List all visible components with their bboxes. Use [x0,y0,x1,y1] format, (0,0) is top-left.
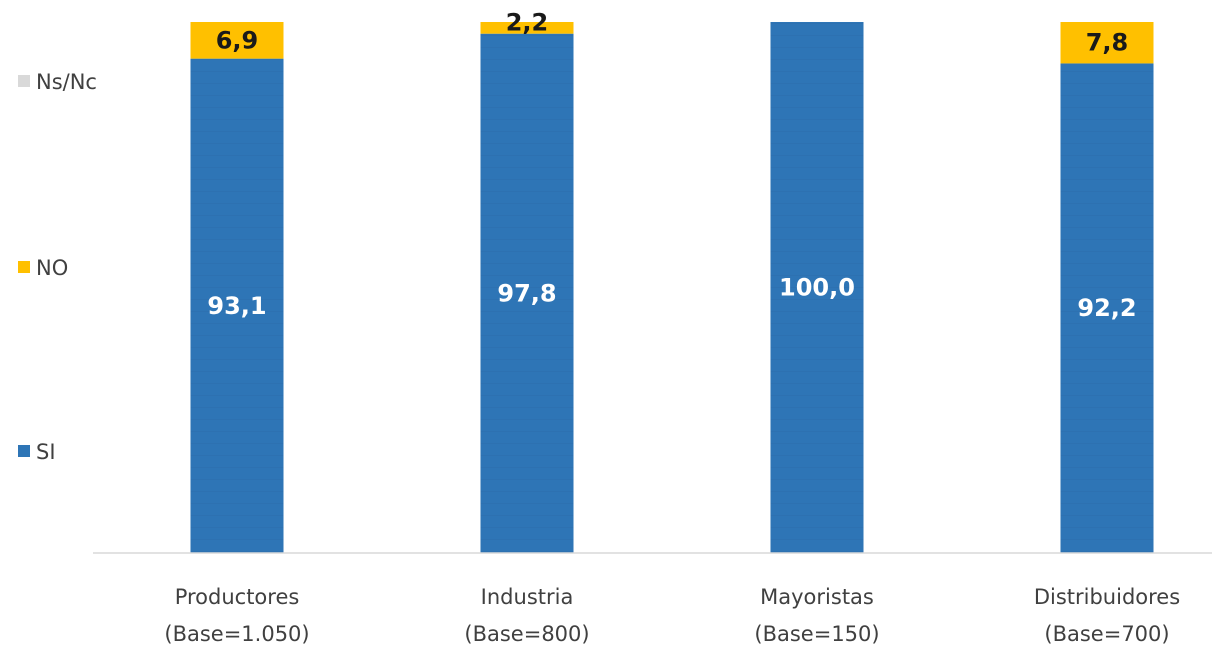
legend-label-no: NO [36,256,68,280]
legend-item-ns-nc: Ns/Nc [18,70,97,94]
bar-no-1 [190,22,284,59]
data-label-no-4: 7,8 [1086,29,1129,57]
legend-swatch-no [18,261,30,273]
legend-label-si: SI [36,440,56,464]
bar-texture-1 [190,58,284,553]
category-label-3-line-2: (Base=150) [754,622,879,645]
data-label-si-2: 97,8 [497,279,556,307]
data-label-si-4: 92,2 [1077,294,1136,322]
category-labels: Productores (Base=1.050) Industria (Base=80… [164,585,1180,646]
legend-swatch-si [18,445,30,457]
legend-item-no: NO [18,256,68,280]
data-label-si-1: 93,1 [207,292,266,320]
data-label-no-2: 2,2 [506,9,549,37]
bar-no-2 [480,22,574,34]
category-label-2-line-2: (Base=800) [464,622,589,645]
bars: 93,1 6,9 97,8 2,2 100,0 92,2 7,8 [190,9,1154,553]
legend-swatch-ns-nc [18,75,30,87]
bar-texture-4 [1060,63,1154,553]
bar-no-4 [1060,22,1154,64]
bar-texture-2 [480,33,574,553]
legend-item-si: SI [18,440,56,464]
bar-texture-3 [770,22,864,553]
category-label-2-line-1: Industria [481,585,574,609]
data-label-no-1: 6,9 [216,26,259,54]
category-label-4-line-1: Distribuidores [1034,585,1180,609]
category-label-1-line-1: Productores [175,585,300,609]
category-label-3-line-1: Mayoristas [760,585,874,609]
category-label-4-line-2: (Base=700) [1044,622,1169,645]
legend-label-ns-nc: Ns/Nc [36,70,97,94]
data-label-si-3: 100,0 [779,274,855,302]
category-label-1-line-2: (Base=1.050) [164,622,309,645]
legend: Ns/Nc NO SI [18,70,97,464]
